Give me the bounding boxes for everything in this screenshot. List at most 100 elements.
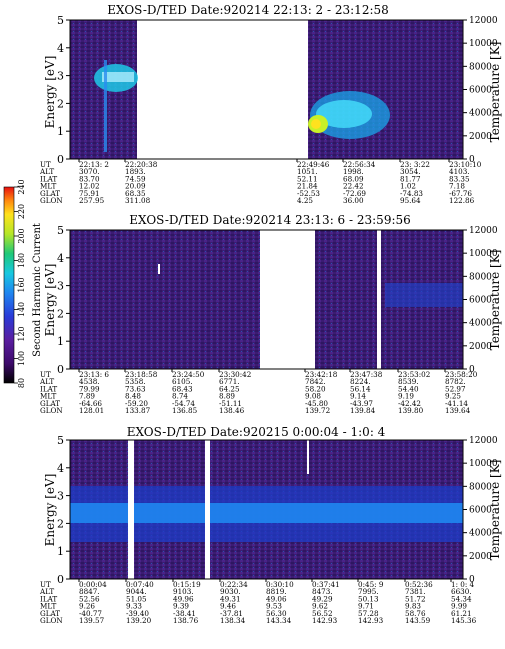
panel-2-ephemeris-value: 9.25 (445, 392, 461, 401)
panel-3-ephemeris-value: 145.36 (451, 616, 477, 625)
panel-1: EXOS-D/TED Date:920214 22:13: 2 - 23:12:… (39, 3, 502, 205)
panel-2-y2-tick-label: 10000 (469, 249, 498, 259)
panel-1-feature-c-core (311, 119, 321, 129)
panel-1-ephemeris-value: 36.00 (343, 196, 364, 205)
panel-1-ephemeris-value: 7.18 (449, 182, 465, 191)
panel-1-ephemeris-value: 1893. (125, 167, 146, 176)
panel-3-ephemeris-value: 143.34 (266, 616, 292, 625)
panel-2-ephemeris-value: 79.99 (79, 384, 100, 393)
panel-2-ephemeris-value: -42.42 (398, 399, 421, 408)
panel-3-y-tick-label: 0 (57, 573, 64, 586)
panel-3-ephemeris-value: 52.56 (79, 594, 100, 603)
panel-2-ephemeris-value: 68.43 (172, 384, 193, 393)
panel-2-ephemeris-value: 139.80 (398, 406, 424, 415)
panel-3-ephemeris-value: 56.30 (266, 609, 287, 618)
panel-2-ephemeris-value: 52.97 (445, 384, 466, 393)
panel-1-ephemeris-value: 95.64 (400, 196, 421, 205)
panel-3-ephemeris-value: 138.34 (220, 616, 246, 625)
panel-2-ephemeris-row-label: MLT (40, 392, 57, 401)
panel-2-ephemeris-value: 64.25 (219, 384, 240, 393)
panel-3-ephemeris-value: 6630. (451, 587, 472, 596)
panel-1-ephemeris-row-label: MLT (40, 182, 57, 191)
panel-1-y2-tick-label: 2000 (469, 132, 492, 142)
panel-2-ephemeris-value: 5358. (125, 377, 146, 386)
panel-3-ephemeris-value: 7381. (405, 587, 426, 596)
panel-3-y2label: Temperature [K] (488, 460, 502, 561)
panel-2-ephemeris-value: 56.14 (350, 384, 371, 393)
colorbar-tick-label: 200 (17, 228, 26, 243)
panel-1-ylabel: Energy [eV] (43, 56, 57, 129)
panel-3-ephemeris-value: 8847. (79, 587, 100, 596)
panel-1-ephemeris-value: 3054. (400, 167, 421, 176)
panel-2-ephemeris-value: 58.20 (305, 384, 326, 393)
panel-1-y2-tick-label: 10000 (469, 39, 498, 49)
panel-3-ephemeris-value: 139.57 (79, 616, 105, 625)
panel-2-ephemeris-value: 8.48 (125, 392, 141, 401)
panel-3-y2-tick-label: 12000 (469, 436, 498, 446)
panel-2-ephemeris-value: 23:47:38 (350, 370, 383, 379)
panel-2-ephemeris-value: -41.14 (445, 399, 468, 408)
panel-3-ephemeris-value: -37.81 (220, 609, 243, 618)
panel-2-y2-tick-label: 6000 (469, 296, 492, 306)
panel-2-y-tick-label: 2 (57, 307, 64, 320)
panel-1-ephemeris-value: 52.11 (297, 174, 318, 183)
panel-2-ephemeris-value: 9.14 (350, 392, 366, 401)
panel-3-y2-tick-label: 10000 (469, 459, 498, 469)
panel-3-ephemeris-value: 0:15:19 (173, 580, 201, 589)
panel-1-ephemeris-value: 22:20:38 (125, 160, 158, 169)
panel-3-ephemeris-value: 9.33 (126, 602, 142, 611)
colorbar-tick-label: 220 (17, 204, 26, 219)
panel-3-band-core (70, 503, 463, 523)
panel-1-ephemeris-value: 81.77 (400, 174, 421, 183)
panel-3-ephemeris-value: 0:45: 9 (358, 580, 384, 589)
panel-2-ephemeris-value: 139.64 (445, 406, 471, 415)
panel-1-gap (137, 20, 308, 159)
panel-2-ephemeris-value: 6105. (172, 377, 193, 386)
panel-1-ephemeris-value: 22:56:34 (343, 160, 376, 169)
panel-1-ephemeris-value: 22:13: 2 (79, 160, 109, 169)
panel-2-y-tick-label: 5 (57, 224, 64, 237)
panel-3-ephemeris-value: 8819. (266, 587, 287, 596)
panel-1-ephemeris-value: 3070. (79, 167, 100, 176)
panel-2-ephemeris-value: 23:13: 6 (79, 370, 109, 379)
panel-2-spike (158, 264, 160, 274)
panel-2-ephemeris-value: -54.74 (172, 399, 195, 408)
panel-3-y2-tick-label: 2000 (469, 552, 492, 562)
colorbar-tick-label: 80 (17, 378, 26, 388)
panel-2-y2-tick-label: 4000 (469, 319, 492, 329)
colorbar-tick-label: 100 (17, 351, 26, 366)
panel-3-ephemeris-value: 61.21 (451, 609, 472, 618)
panel-3-ephemeris-value: 0:52:36 (405, 580, 433, 589)
panel-1-ephemeris-row-label: GLAT (40, 189, 60, 198)
panel-3-ephemeris-value: 9.46 (220, 602, 236, 611)
panel-1-ephemeris-value: 75.91 (79, 189, 100, 198)
panel-3-ephemeris-value: 9.71 (358, 602, 374, 611)
panel-2-ephemeris-row-label: GLON (40, 406, 63, 415)
panel-3-ephemeris-value: 0:37:41 (312, 580, 340, 589)
panel-2-ephemeris-value: -45.80 (305, 399, 328, 408)
panel-2-ephemeris-value: 139.84 (350, 406, 376, 415)
panel-2-y2-tick-label: 0 (469, 365, 475, 375)
panel-1-y-tick-label: 2 (57, 97, 64, 110)
panel-2-y-tick-label: 0 (57, 363, 64, 376)
panel-2-ephemeris-value: 7.89 (79, 392, 95, 401)
panel-3-y-tick-label: 5 (57, 434, 64, 447)
panel-1-y2-tick-label: 8000 (469, 62, 492, 72)
panel-2-y2-tick-label: 8000 (469, 272, 492, 282)
panel-3-ephemeris-value: 139.20 (126, 616, 152, 625)
panel-3-ephemeris-value: 49.31 (220, 594, 241, 603)
panel-2-ephemeris-value: 23:18:58 (125, 370, 158, 379)
panel-1-y-tick-label: 5 (57, 14, 64, 27)
panel-1-ephemeris-value: 23: 3:22 (400, 160, 430, 169)
panel-1-y-ticks: 0 1 2 3 4 5 (57, 14, 70, 166)
panel-3-ephemeris-value: 7995. (358, 587, 379, 596)
panel-3-ephemeris-value: 9.26 (79, 602, 95, 611)
panel-3-y-tick-label: 4 (57, 462, 64, 475)
panel-2-y2-tick-label: 2000 (469, 342, 492, 352)
panel-2-title: EXOS-D/TED Date:920214 23:13: 6 - 23:59:… (129, 213, 411, 227)
panel-3-ephemeris-value: 138.76 (173, 616, 199, 625)
panel-1-ephemeris-value: 21.84 (297, 182, 318, 191)
panel-1-y-tick-label: 4 (57, 42, 64, 55)
panel-1-feature-b-core (316, 100, 372, 128)
